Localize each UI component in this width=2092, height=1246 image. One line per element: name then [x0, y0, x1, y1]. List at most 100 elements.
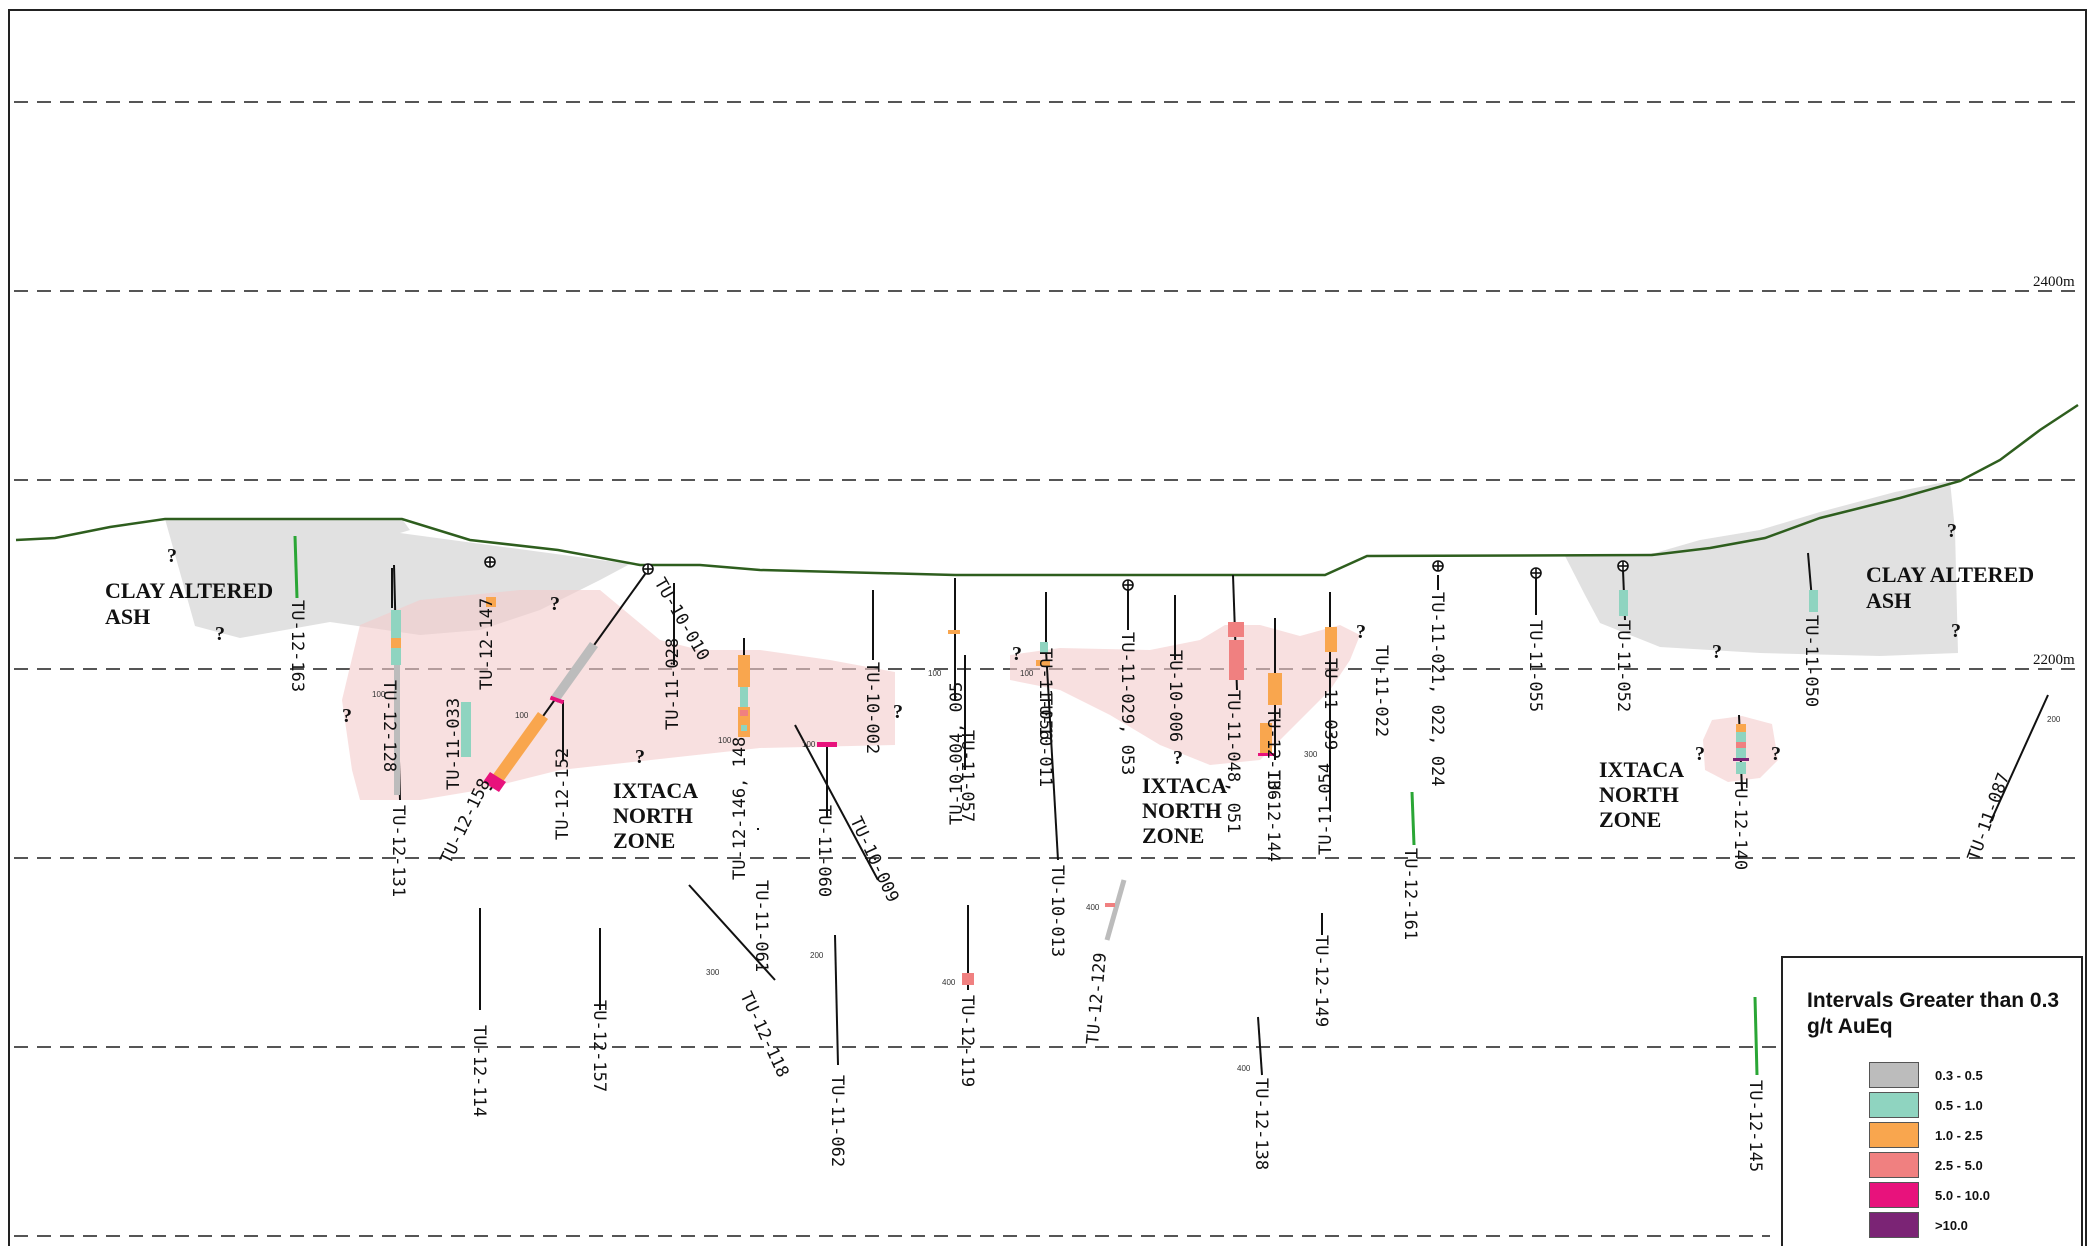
interval-grade-1-0-2-5: [738, 655, 750, 687]
depth-labels: 100 100 100 100 100 100 200 300 300 400 …: [372, 669, 2061, 1073]
interval-grade-0-5-1-0: [740, 687, 748, 707]
hole-label-tu-11-050: TU-11-050: [1801, 615, 1821, 707]
legend-item: 0.5 - 1.0: [1869, 1092, 1983, 1118]
interval-grade-2-5-5-0: [740, 710, 748, 716]
legend-item: 2.5 - 5.0: [1869, 1152, 1983, 1178]
ixtaca-north-zone-label: IXTACA: [1142, 773, 1227, 798]
question-mark: ?: [1695, 743, 1705, 765]
collar-symbol: [1530, 567, 1542, 579]
depth-label: 100: [1020, 669, 1034, 678]
hole-label-tu-12-157: TU-12-157: [589, 1000, 609, 1092]
interval-grade-1-0-2-5: [487, 712, 548, 790]
hole-label-tu-12-118: TU-12-118: [735, 989, 792, 1081]
interval-grade-0-5-1-0: [391, 610, 401, 665]
legend-label: 2.5 - 5.0: [1935, 1157, 1983, 1173]
hole-label-tu-12-129: TU-12-129: [1083, 952, 1111, 1046]
hole-label-tu-12-149: TU-12-149: [1311, 935, 1331, 1027]
collar-symbol: [484, 556, 496, 568]
collar-symbol: [642, 563, 654, 575]
hole-label-tu-11-056: TU-11-056: [1035, 648, 1055, 740]
interval-grade-1-0-2-5: [1036, 660, 1050, 666]
hole-label-tu-11-048-051: TU-11-048, 051: [1223, 690, 1243, 833]
depth-label: 400: [1237, 1064, 1251, 1073]
question-mark: ?: [342, 705, 352, 727]
depth-label: 400: [1086, 903, 1100, 912]
hole-label-tu-12-163: TU-12-163: [287, 600, 307, 692]
drill-hole-trace: [1753, 996, 1759, 1076]
question-mark: ?: [1173, 747, 1183, 769]
map-frame: [8, 9, 2087, 1246]
hole-label-tu-12-128: TU-12-128: [379, 680, 399, 772]
hole-label-tu-11-033: TU-11-033: [444, 698, 464, 790]
question-mark: ?: [1012, 643, 1022, 665]
interval-grade-2-5-5-0: [1229, 640, 1244, 680]
uncertainty-marks: ? ? ? ? ? ? ? ? ? ? ? ? ? ?: [167, 520, 1961, 769]
hole-label-tu-11-054: TU-11-054: [1316, 763, 1336, 855]
legend-swatch: [1869, 1152, 1919, 1178]
legend-label: 0.5 - 1.0: [1935, 1097, 1983, 1113]
interval-grade-0-3-0-5: [394, 665, 400, 795]
hole-label-tu-12-131: TU-12-131: [388, 805, 408, 897]
interval-grade-5-0-10-0: [1733, 758, 1749, 761]
interval-grade-0-5-1-0: [1736, 748, 1746, 758]
legend-item: 1.0 - 2.5: [1869, 1122, 1983, 1148]
hole-label-tu-12-144: TU-12-144: [1263, 770, 1283, 862]
interval-grade-0-5-1-0: [1619, 590, 1628, 616]
hole-label-tu-11-021-022-024: TU-11-021, 022, 024: [1427, 592, 1447, 786]
ixtaca-north-zone-west: [342, 590, 895, 800]
hole-label-tu-11-061: TU-11-061: [751, 880, 771, 972]
interval-grade-0-5-1-0: [741, 725, 747, 731]
question-mark: ?: [1771, 743, 1781, 765]
drill-hole-trace: [1045, 649, 1059, 861]
clay-altered-ash-label-left: CLAY ALTERED: [105, 578, 273, 603]
depth-label: 300: [706, 968, 720, 977]
interval-grade-5-0-10-0: [1258, 753, 1274, 756]
interval-grade-2-5-5-0: [962, 973, 974, 985]
legend-swatch: [1869, 1062, 1919, 1088]
hole-label-tu-12-140: TU-12-140: [1730, 778, 1750, 870]
drill-hole-trace: [1257, 1016, 1263, 1076]
hole-label-tu-12-136: TU-12-136: [1263, 708, 1283, 800]
interval-grade-0-5-1-0: [1040, 642, 1048, 654]
hole-label-tu-11-028: TU-11-028: [663, 638, 683, 730]
interval-grade-1-0-2-5: [391, 638, 401, 648]
interval-grade-2-5-5-0: [1228, 622, 1244, 637]
hole-label-tu-11-039: TU-11-039: [1320, 658, 1340, 750]
drill-hole-trace: [688, 884, 776, 981]
hole-label-tu-10-002: TU-10-002: [862, 662, 882, 754]
elevation-gridlines: [14, 101, 2080, 1237]
depth-label: 100: [515, 711, 529, 720]
hole-label-tu-11-057: TU-11-057: [957, 730, 977, 822]
hole-label-tu-11-022: TU-11-022: [1371, 645, 1391, 737]
hole-label-tu-12-119: TU-12-119: [957, 995, 977, 1087]
question-mark: ?: [635, 746, 645, 768]
hole-label-tu-12-138: TU-12-138: [1251, 1078, 1271, 1170]
drill-hole-trace: [794, 724, 879, 881]
depth-label: 100: [372, 690, 386, 699]
ixtaca-north-zone-label: ZONE: [1599, 807, 1661, 832]
elevation-label-2200m: 2200m: [2033, 652, 2075, 668]
legend-item: >10.0: [1869, 1212, 1968, 1238]
drill-hole-trace: [1989, 694, 2049, 824]
legend: Intervals Greater than 0.3 g/t AuEq 0.3 …: [1781, 956, 2083, 1246]
interval-grade-0-5-1-0: [1809, 590, 1818, 612]
depth-label: 100: [928, 669, 942, 678]
ixtaca-north-zone-label: ZONE: [613, 828, 675, 853]
hole-label-tu-10-006: TU-10-006: [1165, 650, 1185, 742]
legend-title: Intervals Greater than 0.3 g/t AuEq: [1807, 989, 2060, 1038]
interval-grade-1-0-2-5: [1325, 627, 1337, 652]
hole-label-tu-12-145: TU-12-145: [1745, 1080, 1765, 1172]
clay-altered-ash-label-right: ASH: [1866, 588, 1911, 613]
hole-label-tu-10-009: TU-10-009: [845, 814, 902, 906]
interval-grade-0-5-1-0: [1736, 732, 1746, 742]
question-mark: ?: [1951, 620, 1961, 642]
hole-label-tu-10-011: TU-10-011: [1035, 695, 1055, 787]
collar-symbols: [484, 556, 1629, 591]
interval-grade-1-0-2-5: [486, 597, 496, 607]
interval-grade-1-0-2-5: [1268, 673, 1282, 705]
legend-label: 0.3 - 0.5: [1935, 1067, 1983, 1083]
ixtaca-north-zone-label: IXTACA: [613, 778, 698, 803]
zone-labels: CLAY ALTERED ASH CLAY ALTERED ASH IXTACA…: [105, 562, 2034, 853]
legend-label: >10.0: [1935, 1217, 1968, 1233]
legend-label: 5.0 - 10.0: [1935, 1187, 1990, 1203]
